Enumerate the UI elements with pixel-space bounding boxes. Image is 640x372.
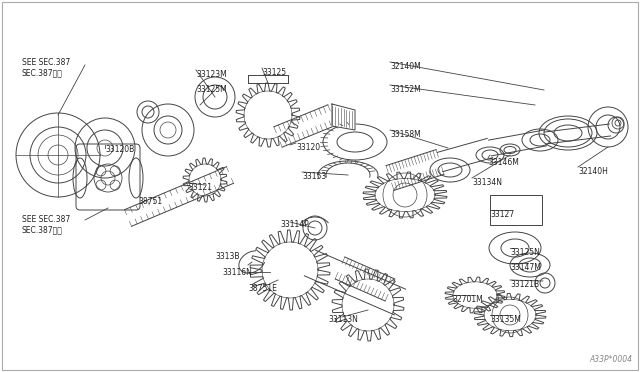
Text: 33147M: 33147M <box>510 263 541 272</box>
Text: 33120: 33120 <box>296 143 320 152</box>
Text: 33134N: 33134N <box>472 178 502 187</box>
Bar <box>490 195 542 225</box>
Text: 38751E: 38751E <box>248 284 277 293</box>
Text: 33123M: 33123M <box>196 70 227 79</box>
Text: 33114P: 33114P <box>280 220 308 229</box>
Text: A33P*0004: A33P*0004 <box>589 355 632 364</box>
Text: 33158M: 33158M <box>390 130 420 139</box>
Text: 33121B: 33121B <box>510 280 539 289</box>
Text: 33120B: 33120B <box>105 145 134 154</box>
Text: 33121: 33121 <box>188 183 212 192</box>
Text: 33125: 33125 <box>262 68 286 77</box>
Text: SEE SEC.387
SEC.387参照: SEE SEC.387 SEC.387参照 <box>22 58 70 77</box>
Text: 33125M: 33125M <box>196 85 227 94</box>
Text: 32140H: 32140H <box>578 167 608 176</box>
Text: 38751: 38751 <box>138 197 162 206</box>
Text: 33153: 33153 <box>302 172 326 181</box>
Text: 33146M: 33146M <box>488 158 519 167</box>
Text: 3313B: 3313B <box>215 252 239 261</box>
Text: 33127: 33127 <box>490 210 514 219</box>
Text: 33113N: 33113N <box>328 315 358 324</box>
Text: 32701M: 32701M <box>452 295 483 304</box>
Polygon shape <box>332 104 355 130</box>
Text: 33135M: 33135M <box>490 315 521 324</box>
Text: SEE SEC.387
SEC.387参照: SEE SEC.387 SEC.387参照 <box>22 215 70 234</box>
Text: 33125N: 33125N <box>510 248 540 257</box>
Text: 32140M: 32140M <box>390 62 420 71</box>
Text: 33152M: 33152M <box>390 85 420 94</box>
Text: 33116N: 33116N <box>222 268 252 277</box>
